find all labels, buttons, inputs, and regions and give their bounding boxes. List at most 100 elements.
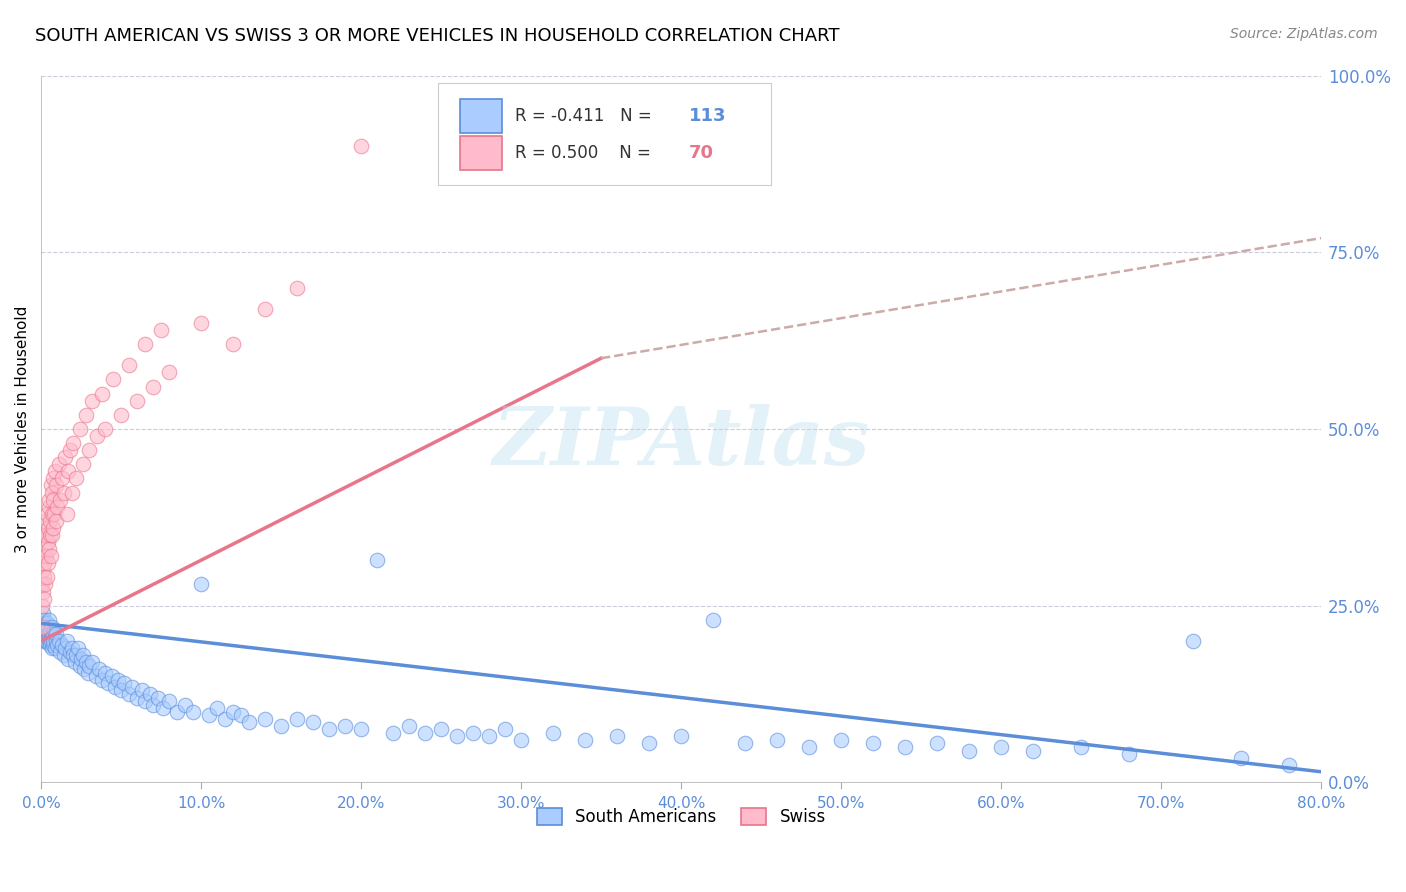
Point: [41, 507, 63, 521]
Point: [35, 528, 58, 542]
Text: ZIPAtlas: ZIPAtlas: [492, 404, 870, 482]
Point: [238, 715, 260, 730]
Point: [118, 687, 141, 701]
Point: [366, 552, 388, 566]
Point: [35, 634, 58, 648]
Point: [32, 606, 55, 620]
Point: [606, 730, 628, 744]
Point: [510, 733, 533, 747]
Point: [69, 658, 91, 673]
Point: [31, 616, 53, 631]
Point: [139, 687, 162, 701]
Point: [702, 613, 724, 627]
Point: [1182, 634, 1205, 648]
Point: [1070, 739, 1092, 754]
Point: [34, 613, 56, 627]
Point: [32, 591, 55, 606]
Point: [174, 698, 197, 712]
Point: [84, 669, 107, 683]
Point: [285, 280, 308, 294]
Text: 113: 113: [689, 107, 727, 125]
Point: [198, 708, 221, 723]
FancyBboxPatch shape: [460, 136, 502, 170]
Point: [52, 485, 75, 500]
Point: [142, 698, 165, 712]
Point: [94, 422, 117, 436]
Point: [152, 701, 174, 715]
Point: [734, 736, 756, 750]
Point: [37, 624, 59, 638]
Point: [35, 627, 58, 641]
Point: [350, 139, 373, 153]
Point: [82, 393, 104, 408]
Point: [55, 507, 77, 521]
Point: [205, 701, 228, 715]
Point: [157, 365, 180, 379]
Point: [38, 528, 60, 542]
Point: [77, 443, 100, 458]
Text: Source: ZipAtlas.com: Source: ZipAtlas.com: [1230, 27, 1378, 41]
Point: [285, 712, 308, 726]
Point: [32, 624, 55, 638]
Point: [110, 683, 132, 698]
Point: [302, 715, 325, 730]
Point: [157, 694, 180, 708]
Point: [55, 634, 77, 648]
Point: [97, 676, 120, 690]
Point: [39, 514, 62, 528]
FancyBboxPatch shape: [437, 83, 770, 185]
Point: [31, 599, 53, 613]
Point: [222, 337, 245, 351]
Point: [37, 556, 59, 570]
Point: [990, 739, 1012, 754]
Point: [222, 705, 245, 719]
Point: [39, 638, 62, 652]
Point: [31, 627, 53, 641]
Point: [32, 549, 55, 564]
Point: [65, 471, 87, 485]
Point: [461, 726, 484, 740]
Point: [100, 669, 122, 683]
Point: [49, 644, 72, 658]
Point: [35, 570, 58, 584]
Point: [31, 620, 53, 634]
Point: [42, 638, 65, 652]
Point: [72, 457, 94, 471]
Point: [34, 514, 56, 528]
Point: [38, 624, 60, 638]
Point: [38, 613, 60, 627]
Point: [32, 528, 55, 542]
Point: [60, 641, 83, 656]
Point: [214, 712, 236, 726]
Point: [38, 500, 60, 514]
Point: [104, 680, 127, 694]
Point: [39, 549, 62, 564]
Point: [398, 719, 420, 733]
Point: [59, 644, 82, 658]
Point: [42, 507, 65, 521]
Point: [134, 694, 156, 708]
Point: [101, 372, 124, 386]
Point: [38, 542, 60, 557]
Point: [181, 705, 204, 719]
Point: [1278, 757, 1301, 772]
Point: [766, 733, 789, 747]
Point: [66, 641, 89, 656]
Point: [34, 624, 56, 638]
Point: [38, 627, 60, 641]
Point: [35, 616, 58, 631]
Point: [62, 436, 84, 450]
Point: [110, 408, 132, 422]
Text: 70: 70: [689, 145, 714, 162]
Point: [142, 379, 165, 393]
Point: [39, 627, 62, 641]
Point: [52, 648, 75, 662]
Point: [254, 712, 277, 726]
Text: R = 0.500    N =: R = 0.500 N =: [515, 145, 655, 162]
Point: [39, 478, 62, 492]
Point: [118, 359, 141, 373]
Text: R = -0.411   N =: R = -0.411 N =: [515, 107, 657, 125]
Point: [494, 723, 516, 737]
Point: [1022, 743, 1045, 757]
Point: [35, 549, 58, 564]
